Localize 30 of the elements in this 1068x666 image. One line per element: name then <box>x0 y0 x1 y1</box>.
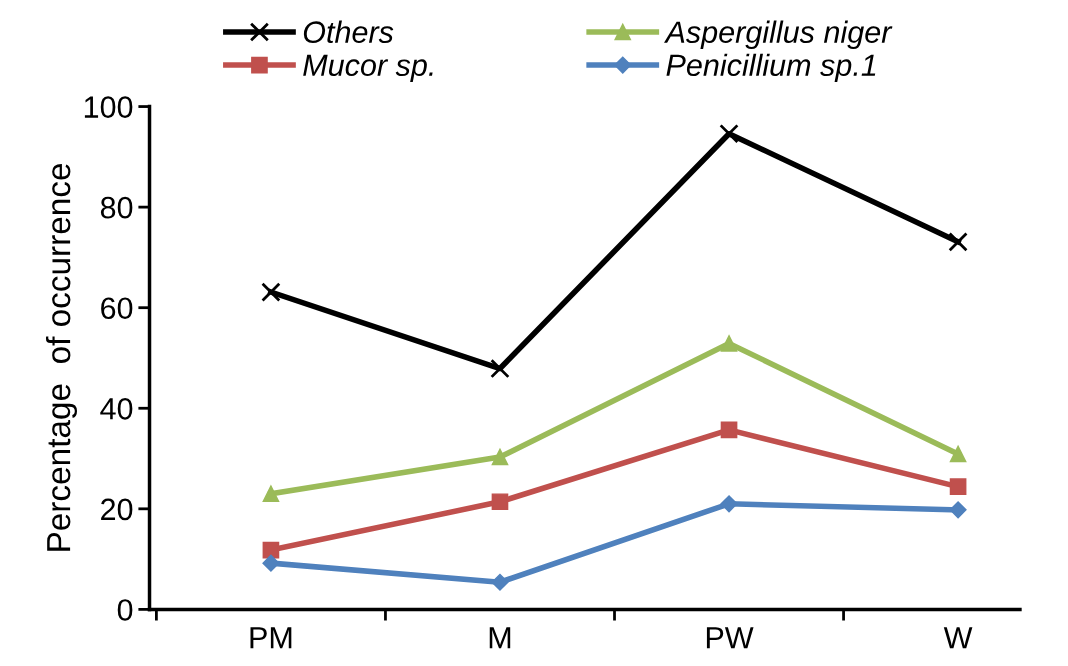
point <box>491 493 509 511</box>
legend-label: Penicillium sp.1 <box>666 53 876 83</box>
y-tick-label: 60 <box>101 297 133 320</box>
legend-label: Mucor sp. <box>303 54 433 83</box>
y-tick-label: 40 <box>100 397 133 420</box>
point <box>949 445 967 463</box>
legend-label: Others <box>303 20 394 44</box>
point <box>491 573 509 591</box>
point <box>261 282 281 302</box>
y-tick-label: 20 <box>101 498 133 521</box>
point <box>491 448 509 466</box>
point <box>262 485 280 503</box>
point <box>949 501 967 519</box>
x-tick-label: PM <box>250 627 292 649</box>
point <box>949 478 967 496</box>
y-tick-label: 80 <box>100 196 133 219</box>
x-tick-label: W <box>943 627 973 649</box>
point <box>720 335 738 352</box>
y-tick-label: 100 <box>84 96 133 118</box>
point <box>720 421 738 439</box>
y-tick-label: 0 <box>117 599 133 621</box>
legend-label: Aspergillus niger <box>664 20 893 50</box>
point <box>262 554 280 572</box>
x-tick-label: PW <box>706 627 754 649</box>
y-axis-title: Percentage of occurrence <box>45 163 78 551</box>
x-tick-label: M <box>489 627 511 649</box>
point <box>948 232 968 252</box>
point <box>719 123 739 144</box>
point <box>490 358 510 379</box>
point <box>720 495 738 513</box>
